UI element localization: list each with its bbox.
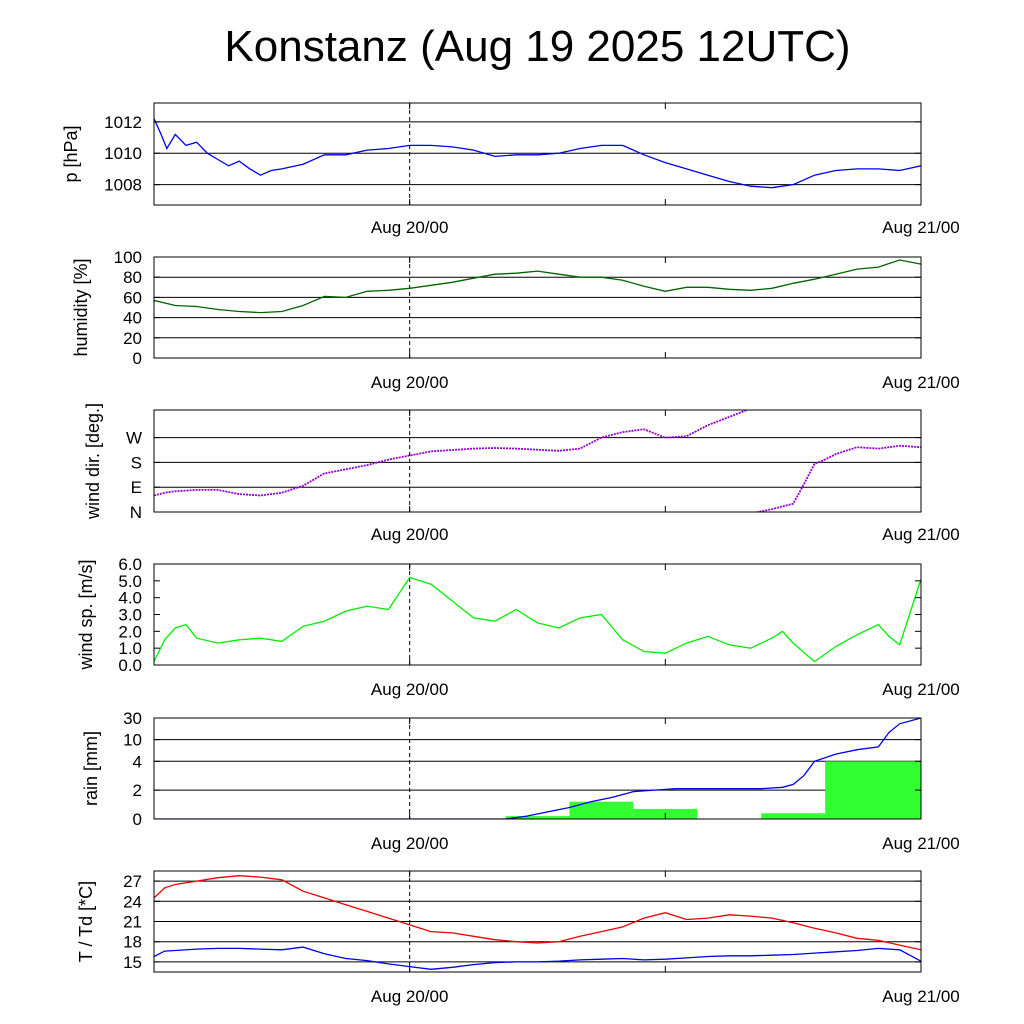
y-tick-label: 15 [123, 953, 142, 972]
series-line-dewpoint [154, 946, 921, 970]
y-tick-label: 0 [133, 810, 142, 829]
panel-4: 0 2 4 10 30 Aug 20/00 Aug 21/00 rain [mm] [81, 709, 960, 853]
x-tick-label: Aug 21/00 [882, 680, 960, 699]
y-tick-label: 2 [133, 781, 142, 800]
series-line-temperature [154, 875, 921, 951]
rain-bar [761, 813, 826, 819]
x-tick-label: Aug 21/00 [882, 525, 960, 544]
y-tick-label: S [131, 453, 142, 472]
x-tick-label: Aug 21/00 [882, 373, 960, 392]
y-tick-label: 20 [123, 329, 142, 348]
y-tick-label: 1010 [104, 144, 142, 163]
y-tick-label: 6.0 [118, 555, 142, 574]
y-tick-label: E [131, 478, 142, 497]
y-tick-label: 1.0 [118, 639, 142, 658]
panel-0: 1008 1010 1012 Aug 20/00 Aug 21/00 p [hPa] [61, 102, 960, 237]
y-axis-label: humidity [%] [71, 258, 91, 356]
x-tick-label: Aug 21/00 [882, 218, 960, 237]
y-tick-label: 21 [123, 913, 142, 932]
y-tick-label: 24 [123, 892, 142, 911]
series-line-pressure [154, 118, 921, 189]
x-tick-label: Aug 20/00 [371, 680, 449, 699]
y-axis-label: wind sp. [m/s] [76, 559, 96, 670]
x-tick-label: Aug 21/00 [882, 834, 960, 853]
y-tick-label: W [126, 429, 142, 448]
rain-bar [569, 801, 634, 819]
series-line-wind_dir-0 [154, 410, 750, 497]
series-line-humidity [154, 259, 921, 314]
y-axis-label: p [hPa] [61, 125, 81, 182]
y-tick-label: 80 [123, 268, 142, 287]
panel-frame [153, 717, 922, 820]
y-tick-label: 18 [123, 933, 142, 952]
y-tick-label: 2.0 [118, 622, 142, 641]
x-tick-label: Aug 20/00 [371, 834, 449, 853]
y-tick-label: 5.0 [118, 572, 142, 591]
y-tick-label: 30 [123, 709, 142, 728]
y-axis-label: wind dir. [deg.] [83, 403, 103, 520]
series-line-rain_line [154, 718, 921, 819]
x-tick-label: Aug 20/00 [371, 525, 449, 544]
y-tick-label: 40 [123, 309, 142, 328]
y-tick-label: 27 [123, 872, 142, 891]
panel-frame [153, 563, 922, 666]
series-line-wind_speed [154, 576, 921, 663]
chart-title: Konstanz (Aug 19 2025 12UTC) [224, 22, 851, 71]
panel-frame [153, 409, 922, 513]
panel-3: 0.01.02.03.04.05.06.0 Aug 20/00 Aug 21/00 w… [76, 555, 960, 699]
y-tick-label: 0.0 [118, 656, 142, 675]
y-tick-label: 10 [123, 731, 142, 750]
x-tick-label: Aug 21/00 [882, 987, 960, 1006]
y-tick-label: 3.0 [118, 606, 142, 625]
y-tick-label: 4.0 [118, 589, 142, 608]
x-tick-label: Aug 20/00 [371, 218, 449, 237]
y-tick-label: 1008 [104, 176, 142, 195]
x-tick-label: Aug 20/00 [371, 987, 449, 1006]
y-tick-label: 100 [114, 248, 142, 267]
rain-bar [505, 816, 570, 819]
y-tick-label: 4 [133, 752, 142, 771]
y-axis-label: rain [mm] [81, 731, 101, 806]
y-tick-label: 0 [133, 349, 142, 368]
y-tick-label: N [130, 503, 142, 522]
panel-frame [153, 102, 922, 206]
y-axis-label: T / Td [*C] [76, 881, 96, 962]
x-tick-label: Aug 20/00 [371, 373, 449, 392]
series-line-wind_dir-1 [753, 444, 921, 512]
y-tick-label: 1012 [104, 113, 142, 132]
rain-bar [825, 761, 921, 819]
y-tick-label: 60 [123, 288, 142, 307]
panel-frame [153, 256, 922, 359]
